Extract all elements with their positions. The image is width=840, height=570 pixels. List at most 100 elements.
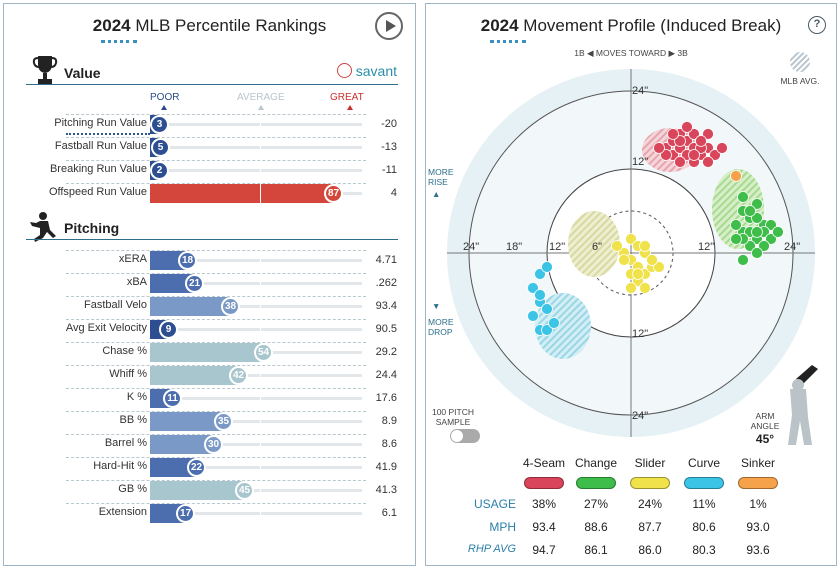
row-label: Pitching Run Value	[54, 117, 147, 129]
value-row[interactable]: Offspeed Run Value 87 4	[4, 183, 417, 203]
percentile-track	[150, 397, 362, 400]
row-label: Chase %	[102, 345, 147, 357]
change-pitch-dot	[730, 233, 742, 245]
help-icon[interactable]: ?	[808, 16, 826, 34]
pitching-row[interactable]: Chase % 54 29.2	[4, 342, 417, 362]
slider-pitch-dot	[625, 282, 637, 294]
pitching-row[interactable]: Barrel % 30 8.6	[4, 434, 417, 454]
highlight-underline	[66, 133, 150, 135]
slider-pitch-dot	[639, 240, 651, 252]
average-line	[260, 481, 261, 500]
percentile-badge: 9	[159, 320, 178, 339]
pitching-row[interactable]: GB % 45 41.3	[4, 480, 417, 500]
row-label: GB %	[118, 483, 147, 495]
pitch-dots	[527, 121, 784, 336]
change-pitch-dot	[751, 226, 763, 238]
row-value: -13	[381, 141, 397, 153]
savant-logo[interactable]: savant	[336, 63, 397, 79]
table-cell-mph: 93.0	[746, 520, 770, 534]
percentile-badge: 2	[150, 161, 169, 180]
label-left-6: 6"	[592, 241, 602, 253]
row-value: 24.4	[375, 369, 397, 381]
slider-pitch-dot	[632, 268, 644, 280]
average-line	[260, 184, 261, 203]
label-top-12: 12"	[632, 156, 648, 168]
percentile-badge: 17	[176, 504, 195, 523]
pitching-row[interactable]: Avg Exit Velocity 9 90.5	[4, 319, 417, 339]
mlb-average-label: MLB AVG.	[780, 76, 820, 86]
pitching-row[interactable]: BB % 35 8.9	[4, 411, 417, 431]
row-separator	[66, 457, 366, 458]
row-value: 41.3	[375, 484, 397, 496]
row-separator	[66, 411, 366, 412]
value-row[interactable]: Pitching Run Value 3 -20	[4, 114, 417, 134]
percentile-track	[150, 420, 362, 423]
average-line	[260, 297, 261, 316]
row-value: 8.6	[381, 438, 397, 450]
play-button[interactable]	[375, 12, 403, 40]
movement-title: 2024 Movement Profile (Induced Break)	[426, 16, 836, 36]
row-separator	[66, 296, 366, 297]
slider-pitch-dot	[625, 233, 637, 245]
percentile-track	[150, 512, 362, 515]
curve-pitch-dot	[541, 324, 553, 336]
row-separator	[66, 434, 366, 435]
row-value: .262	[375, 277, 397, 289]
pitch-type-header: Slider	[634, 456, 666, 470]
percentile-track	[150, 489, 362, 492]
table-cell-mph: 88.6	[584, 520, 608, 534]
pitching-row[interactable]: xERA 18 4.71	[4, 250, 417, 270]
percentile-badge: 87	[324, 184, 343, 203]
movement-profile-panel: 2024 Movement Profile (Induced Break) ? …	[425, 3, 837, 566]
row-label: xERA	[118, 253, 147, 265]
curve-pitch-dot	[548, 317, 560, 329]
table-row-label: RHP AVG	[467, 543, 516, 555]
percentile-track	[150, 305, 362, 308]
label-right-24: 24"	[784, 241, 800, 253]
percentile-track	[150, 169, 362, 172]
moves-toward-text: MOVES TOWARD	[595, 48, 667, 58]
percentile-rankings-panel: 2024 MLB Percentile Rankings Value savan…	[3, 3, 416, 566]
change-pitch-dot	[737, 254, 749, 266]
percentile-badge: 38	[221, 297, 240, 316]
pitching-row[interactable]: Extension 17 6.1	[4, 503, 417, 523]
label-top-24: 24"	[632, 85, 648, 97]
pitch-color-swatch	[684, 477, 724, 489]
value-row[interactable]: Breaking Run Value 2 -11	[4, 160, 417, 180]
pitch-type-header: Sinker	[740, 456, 775, 470]
average-line	[260, 161, 261, 180]
curve-pitch-dot	[527, 310, 539, 322]
pitching-row[interactable]: K % 11 17.6	[4, 388, 417, 408]
pitcher-arm-angle-icon	[788, 365, 818, 445]
4-seam-pitch-dot	[674, 156, 686, 168]
percentile-track	[150, 146, 362, 149]
row-label: Breaking Run Value	[49, 163, 147, 175]
percentile-track	[150, 123, 362, 126]
mlb-average-icon	[790, 52, 810, 72]
slider-pitch-dot	[611, 240, 623, 252]
title-text: MLB Percentile Rankings	[135, 16, 327, 35]
more-drop-label: MORE DROP	[428, 317, 454, 337]
row-value: 4	[390, 187, 397, 199]
percentile-badge: 22	[187, 458, 206, 477]
row-label: xBA	[126, 276, 147, 288]
pitching-row[interactable]: Whiff % 42 24.4	[4, 365, 417, 385]
percentile-badge: 45	[235, 481, 254, 500]
table-cell-mph: 93.4	[532, 520, 556, 534]
table-row-label: USAGE	[473, 497, 516, 511]
row-label: Hard-Hit %	[93, 460, 147, 472]
pitching-row[interactable]: Fastball Velo 38 93.4	[4, 296, 417, 316]
great-marker	[347, 105, 353, 110]
sample-toggle[interactable]	[450, 429, 480, 443]
scale-poor: POOR	[150, 92, 180, 103]
table-cell-rhp-avg: 94.7	[532, 543, 556, 557]
pitch-color-swatch	[576, 477, 616, 489]
pitching-row[interactable]: xBA 21 .262	[4, 273, 417, 293]
4-seam-pitch-dot	[702, 156, 714, 168]
4-seam-pitch-dot	[660, 149, 672, 161]
percentile-badge: 30	[204, 435, 223, 454]
value-row[interactable]: Fastball Run Value 5 -13	[4, 137, 417, 157]
arm-angle-label: ARM ANGLE	[750, 411, 780, 431]
pitching-row[interactable]: Hard-Hit % 22 41.9	[4, 457, 417, 477]
table-cell-rhp-avg: 93.6	[746, 543, 770, 557]
